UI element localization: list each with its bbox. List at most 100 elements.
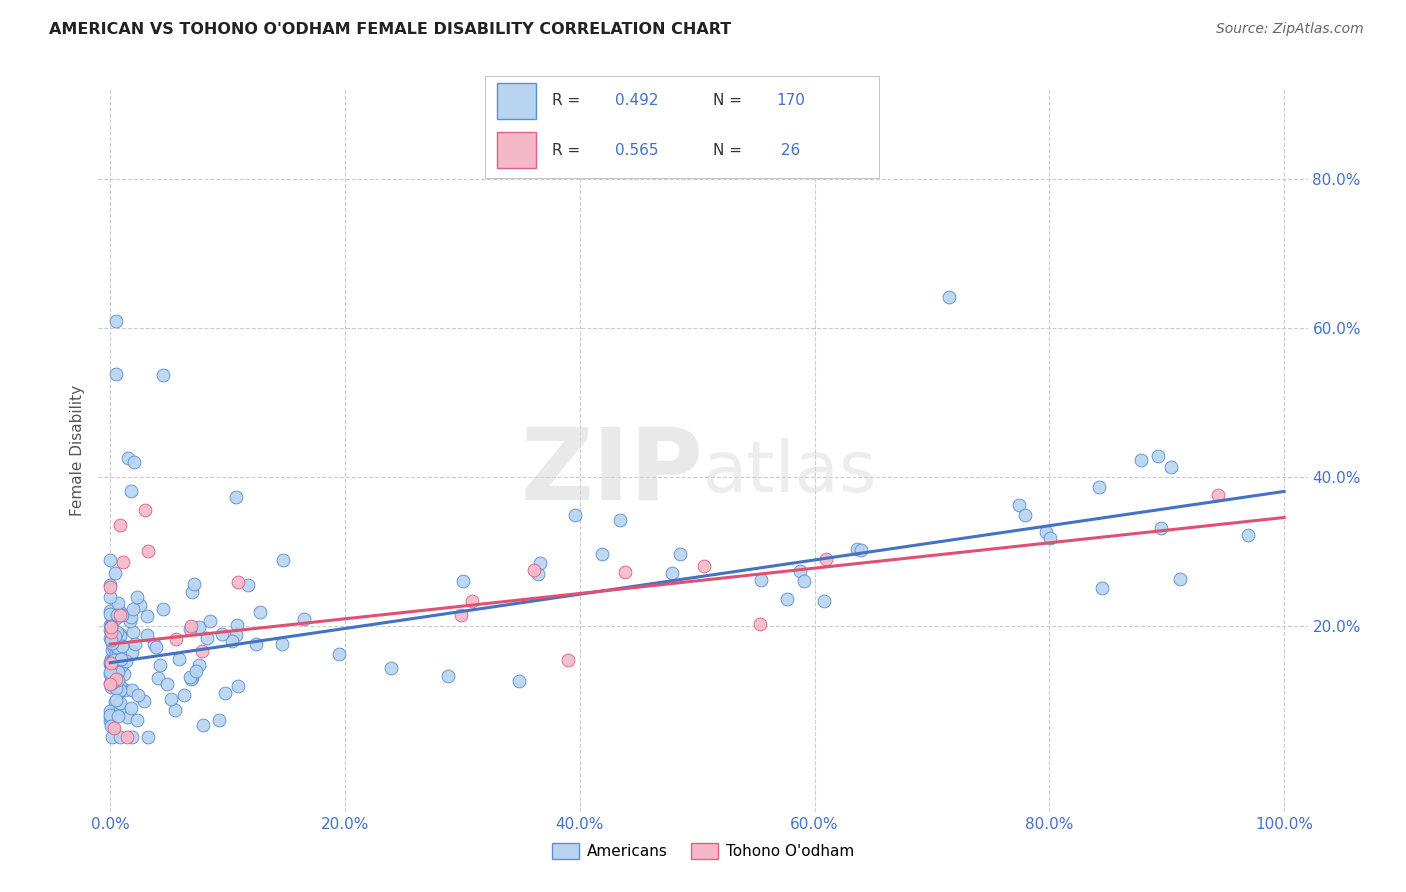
- Point: [103, 641, 125, 656]
- Point: [693, 559, 716, 574]
- Point: [108, 684, 131, 698]
- Point: [122, 625, 145, 640]
- Point: [226, 679, 249, 693]
- Point: [110, 700, 132, 714]
- Point: [793, 574, 815, 588]
- Point: [98, 708, 121, 723]
- Point: [225, 490, 247, 504]
- Point: [108, 679, 131, 693]
- Point: [776, 592, 799, 607]
- Point: [100, 665, 122, 679]
- Point: [120, 614, 142, 628]
- Point: [145, 640, 167, 655]
- Point: [110, 730, 132, 744]
- Point: [104, 660, 127, 674]
- Y-axis label: Female Disability: Female Disability: [69, 384, 84, 516]
- Point: [98, 676, 121, 690]
- Point: [271, 637, 294, 651]
- Point: [165, 632, 187, 646]
- Point: [152, 368, 174, 382]
- Point: [100, 636, 122, 650]
- Point: [107, 709, 129, 723]
- Point: [98, 604, 121, 618]
- Point: [179, 670, 201, 684]
- Point: [107, 673, 129, 687]
- Text: AMERICAN VS TOHONO O'ODHAM FEMALE DISABILITY CORRELATION CHART: AMERICAN VS TOHONO O'ODHAM FEMALE DISABI…: [49, 22, 731, 37]
- Point: [207, 713, 229, 727]
- Point: [98, 667, 121, 681]
- Point: [789, 564, 811, 578]
- Point: [105, 368, 128, 382]
- Point: [292, 612, 315, 626]
- Point: [104, 695, 127, 709]
- Point: [846, 541, 869, 556]
- Point: [105, 646, 128, 660]
- Point: [225, 628, 247, 642]
- Point: [101, 678, 124, 692]
- Point: [152, 602, 174, 616]
- Point: [1088, 480, 1111, 494]
- Point: [271, 552, 294, 566]
- Point: [163, 703, 186, 717]
- Point: [121, 683, 143, 698]
- Point: [461, 594, 484, 608]
- Point: [100, 619, 122, 633]
- Point: [105, 607, 128, 622]
- Point: [104, 629, 127, 643]
- Point: [122, 602, 145, 616]
- Point: [103, 721, 125, 735]
- Point: [100, 619, 122, 633]
- Text: N =: N =: [713, 94, 747, 109]
- Point: [107, 596, 129, 610]
- Point: [100, 704, 122, 718]
- Text: R =: R =: [553, 143, 585, 158]
- Text: 26: 26: [776, 143, 800, 158]
- Point: [135, 609, 157, 624]
- Point: [249, 605, 271, 619]
- Point: [211, 626, 233, 640]
- Point: [1149, 521, 1171, 535]
- Point: [117, 730, 139, 744]
- Point: [107, 601, 129, 615]
- Point: [107, 662, 129, 676]
- Point: [564, 508, 586, 522]
- Text: atlas: atlas: [703, 438, 877, 507]
- Point: [101, 730, 124, 744]
- Point: [938, 290, 960, 304]
- Point: [108, 607, 131, 622]
- Point: [110, 652, 132, 666]
- Bar: [496, 132, 536, 168]
- Point: [127, 688, 149, 702]
- Point: [111, 555, 134, 569]
- Point: [120, 483, 142, 498]
- Point: [669, 547, 692, 561]
- Point: [1014, 508, 1036, 522]
- Point: [98, 580, 121, 594]
- Point: [100, 656, 122, 670]
- Point: [101, 676, 124, 690]
- Point: [226, 575, 249, 590]
- Point: [101, 630, 124, 644]
- Point: [108, 517, 131, 532]
- Point: [380, 661, 402, 675]
- Point: [105, 624, 128, 639]
- Point: [125, 713, 148, 727]
- Point: [98, 655, 121, 669]
- Point: [1237, 528, 1260, 542]
- Point: [110, 659, 132, 673]
- Point: [1147, 450, 1170, 464]
- Point: [191, 718, 214, 732]
- Point: [221, 633, 243, 648]
- Point: [180, 619, 202, 633]
- Point: [129, 599, 152, 613]
- Point: [124, 638, 146, 652]
- Point: [105, 700, 128, 714]
- Point: [101, 609, 124, 624]
- Point: [526, 567, 548, 582]
- Point: [104, 566, 127, 581]
- Point: [105, 314, 128, 328]
- Point: [167, 652, 190, 666]
- Point: [748, 617, 770, 632]
- Point: [813, 593, 835, 607]
- Point: [195, 631, 218, 645]
